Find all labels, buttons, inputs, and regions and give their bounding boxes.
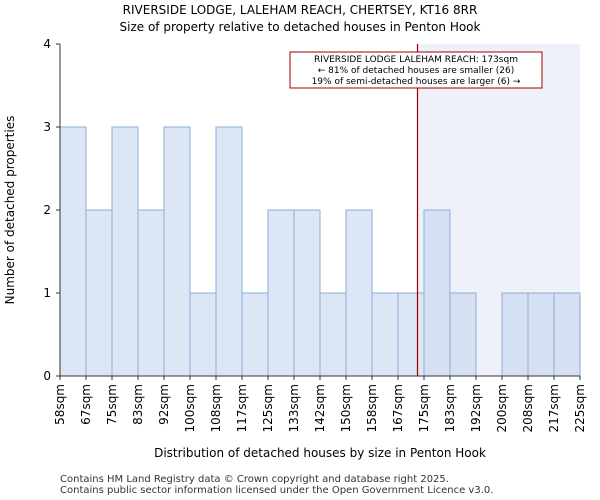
bar-175sqm (423, 209, 451, 377)
x-tick-label: 75sqm (105, 384, 119, 425)
chart-title: RIVERSIDE LODGE, LALEHAM REACH, CHERTSEY… (122, 3, 478, 17)
y-tick-label: 2 (43, 203, 51, 217)
x-tick-label: 100sqm (183, 384, 197, 432)
bar-58sqm (59, 126, 87, 377)
annotation-line-1: RIVERSIDE LODGE LALEHAM REACH: 173sqm (314, 55, 518, 65)
y-tick-label: 3 (43, 120, 51, 134)
bar-167sqm (397, 292, 425, 377)
bar-150sqm (345, 209, 373, 377)
x-tick-label: 108sqm (209, 384, 223, 432)
bar-133sqm (293, 209, 321, 377)
annotation-line-3: 19% of semi-detached houses are larger (… (312, 77, 521, 87)
bar-217sqm (553, 292, 581, 377)
bar-92sqm (163, 126, 191, 377)
bar-125sqm (267, 209, 295, 377)
x-tick-label: 217sqm (547, 384, 561, 432)
x-tick-label: 183sqm (443, 384, 457, 432)
x-tick-label: 92sqm (157, 384, 171, 425)
bar-142sqm (319, 292, 347, 377)
chart-subtitle: Size of property relative to detached ho… (119, 20, 481, 34)
x-tick-label: 83sqm (131, 384, 145, 425)
bar-183sqm (449, 292, 477, 377)
y-tick-label: 1 (43, 286, 51, 300)
x-tick-label: 58sqm (53, 384, 67, 425)
x-tick-label: 125sqm (261, 384, 275, 432)
footer-line-1: Contains HM Land Registry data © Crown c… (60, 474, 449, 485)
x-tick-label: 192sqm (469, 384, 483, 432)
y-ticks: 0 1 2 3 4 (43, 37, 60, 383)
x-tick-label: 158sqm (365, 384, 379, 432)
bar-158sqm (371, 292, 399, 377)
bar-75sqm (111, 126, 139, 377)
bars-group (59, 126, 581, 377)
y-tick-label: 4 (43, 37, 51, 51)
x-axis-label: Distribution of detached houses by size … (154, 446, 486, 460)
x-tick-label: 142sqm (313, 384, 327, 432)
annotation-line-2: ← 81% of detached houses are smaller (26… (318, 66, 515, 76)
y-axis-label: Number of detached properties (3, 116, 17, 305)
bar-83sqm (137, 209, 165, 377)
x-tick-label: 225sqm (573, 384, 587, 432)
x-tick-label: 167sqm (391, 384, 405, 432)
bar-67sqm (85, 209, 113, 377)
x-tick-label: 117sqm (235, 384, 249, 432)
x-tick-label: 150sqm (339, 384, 353, 432)
bar-117sqm (241, 292, 269, 377)
y-tick-label: 0 (43, 369, 51, 383)
x-tick-label: 175sqm (417, 384, 431, 432)
bar-200sqm (501, 292, 529, 377)
bar-208sqm (527, 292, 555, 377)
bar-108sqm (215, 126, 243, 377)
bar-100sqm (189, 292, 217, 377)
footer-line-2: Contains public sector information licen… (60, 485, 494, 496)
x-ticks: 58sqm 67sqm 75sqm 83sqm 92sqm 100sqm 108sqm 117… (53, 376, 587, 432)
x-tick-label: 200sqm (495, 384, 509, 432)
x-tick-label: 67sqm (79, 384, 93, 425)
x-tick-label: 133sqm (287, 384, 301, 432)
x-tick-label: 208sqm (521, 384, 535, 432)
annotation-box: RIVERSIDE LODGE LALEHAM REACH: 173sqm ← … (289, 51, 543, 89)
